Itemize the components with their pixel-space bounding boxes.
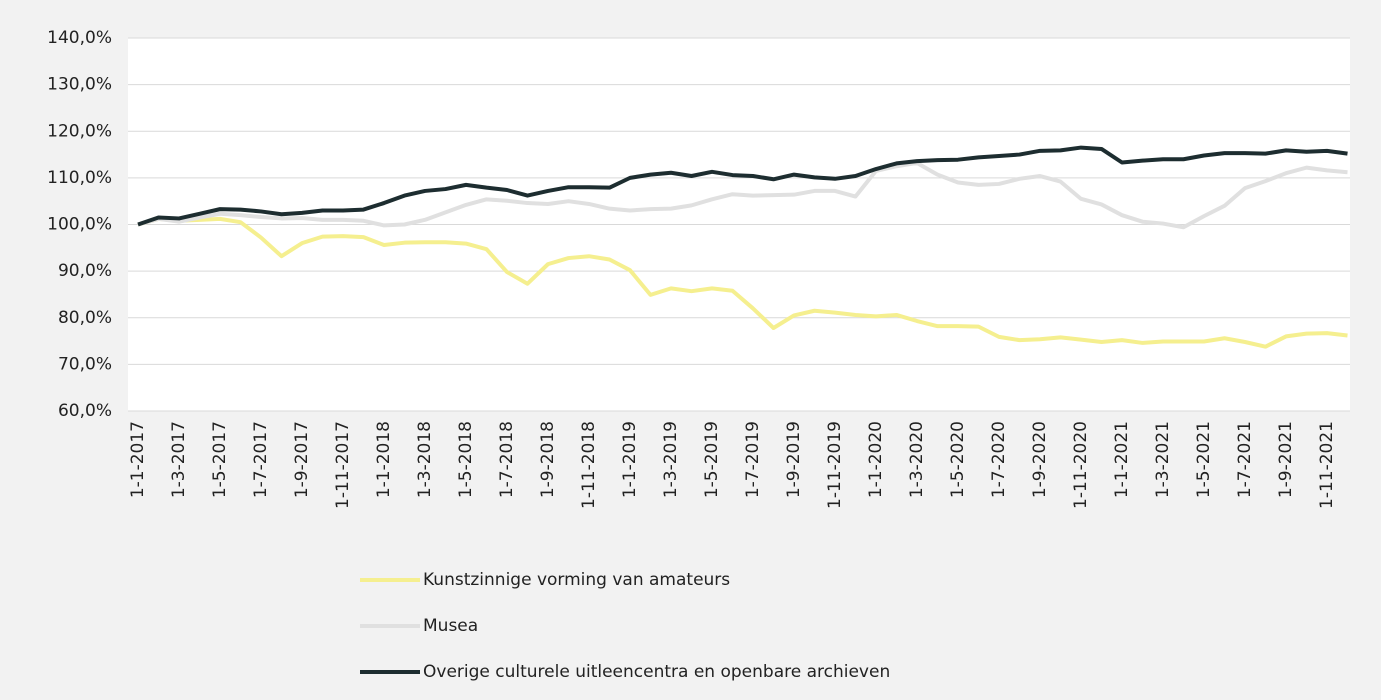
x-tick-label: 1-11-2018 — [579, 421, 599, 509]
x-tick-label: 1-9-2020 — [1030, 421, 1050, 498]
x-tick-label: 1-5-2017 — [210, 421, 230, 498]
x-tick-label: 1-11-2021 — [1317, 421, 1337, 509]
x-tick-label: 1-7-2021 — [1235, 421, 1255, 498]
x-tick-label: 1-5-2019 — [702, 421, 722, 498]
x-tick-label: 1-1-2021 — [1112, 421, 1132, 498]
x-tick-label: 1-1-2017 — [128, 421, 148, 498]
x-tick-label: 1-1-2018 — [374, 421, 394, 498]
x-tick-label: 1-3-2017 — [169, 421, 189, 498]
y-tick-label: 130,0% — [47, 75, 112, 95]
y-tick-label: 90,0% — [58, 261, 112, 281]
x-tick-label: 1-5-2021 — [1194, 421, 1214, 498]
series-line — [137, 216, 1348, 349]
x-tick-label: 1-3-2018 — [415, 421, 435, 498]
y-tick-label: 80,0% — [58, 308, 112, 328]
x-tick-label: 1-11-2019 — [825, 421, 845, 509]
series-line — [137, 145, 1348, 227]
x-tick-label: 1-5-2018 — [456, 421, 476, 498]
x-tick-label: 1-9-2018 — [538, 421, 558, 498]
y-tick-label: 100,0% — [47, 215, 112, 235]
x-tick-label: 1-9-2021 — [1276, 421, 1296, 498]
legend-label: Musea — [423, 616, 478, 636]
legend-label: Overige culturele uitleencentra en openb… — [423, 662, 890, 682]
x-tick-label: 1-9-2017 — [292, 421, 312, 498]
x-tick-label: 1-1-2019 — [620, 421, 640, 498]
x-tick-label: 1-3-2020 — [907, 421, 927, 498]
x-tick-label: 1-7-2018 — [497, 421, 517, 498]
y-tick-label: 140,0% — [47, 28, 112, 48]
y-tick-label: 120,0% — [47, 121, 112, 141]
y-tick-label: 60,0% — [58, 401, 112, 421]
x-tick-label: 1-5-2020 — [948, 421, 968, 498]
x-tick-label: 1-7-2020 — [989, 421, 1009, 498]
y-tick-label: 110,0% — [47, 168, 112, 188]
x-tick-label: 1-1-2020 — [866, 421, 886, 498]
x-tick-label: 1-7-2017 — [251, 421, 271, 498]
y-tick-label: 70,0% — [58, 354, 112, 374]
x-tick-label: 1-11-2020 — [1071, 421, 1091, 509]
x-tick-label: 1-11-2017 — [333, 421, 353, 509]
legend-label: Kunstzinnige vorming van amateurs — [423, 570, 730, 590]
x-tick-label: 1-3-2019 — [661, 421, 681, 498]
x-tick-label: 1-9-2019 — [784, 421, 804, 498]
x-tick-label: 1-3-2021 — [1153, 421, 1173, 498]
series-line — [137, 160, 1348, 230]
x-tick-label: 1-7-2019 — [743, 421, 763, 498]
